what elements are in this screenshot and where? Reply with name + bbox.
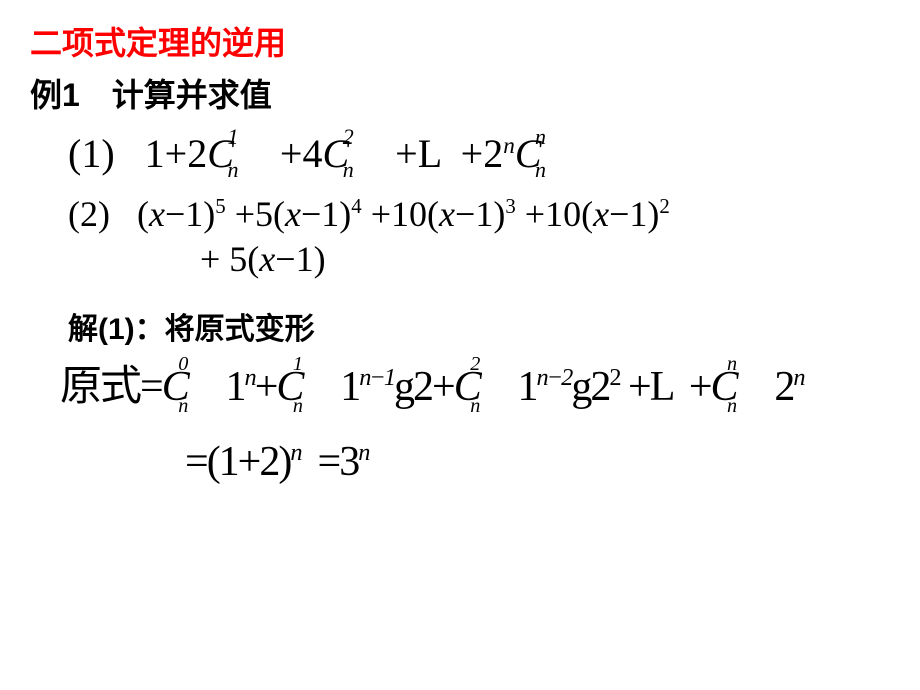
- solution-line-2: =(1+2)n =3n: [20, 431, 900, 494]
- coef-4: 4: [302, 131, 322, 176]
- exp-nm2: n−2: [537, 364, 572, 391]
- example-heading: 例1 计算并求值: [20, 70, 900, 116]
- one-a: 1: [226, 364, 245, 410]
- exp-n-c: n: [290, 439, 300, 466]
- solution-line-1: 原式=C0n1n+C1n1n−1g2+C2n1n−2g22 +L +Cnn2n: [20, 356, 900, 419]
- section-title: 二项式定理的逆用: [20, 18, 900, 64]
- var-x-5: x: [259, 239, 275, 279]
- plus-s3: +: [628, 364, 650, 410]
- binom-c-1: C1n: [207, 126, 234, 182]
- var-x-3: x: [439, 194, 455, 234]
- var-x-2: x: [285, 194, 301, 234]
- exp-5: 5: [215, 194, 225, 218]
- binom-s-1: C1n: [276, 356, 302, 419]
- var-x-1: x: [149, 194, 165, 234]
- problem-2-line-2: + 5(x−1): [20, 237, 900, 282]
- plus-a: +: [235, 194, 255, 234]
- line2-prefix: + 5(: [200, 239, 259, 279]
- exp-3: 3: [505, 194, 515, 218]
- three: 3: [339, 439, 358, 485]
- plus-s2: +: [432, 364, 454, 410]
- two-c: 2: [774, 364, 793, 410]
- problem-1: (1) 1+2C1n +4C2n +L +2nCnn: [20, 126, 900, 182]
- plus-b: +: [371, 194, 391, 234]
- binom-c-2: C2n: [322, 126, 349, 182]
- exp-nm1: n−1: [359, 364, 394, 391]
- paren-open-1: (: [137, 194, 149, 234]
- original-expr-label: 原式: [60, 364, 140, 410]
- two-a: 2: [413, 364, 432, 410]
- exp-sq: 2: [609, 364, 619, 391]
- plus-s4: +: [689, 364, 711, 410]
- var-x-4: x: [593, 194, 609, 234]
- binom-c-n: Cnn: [515, 126, 542, 182]
- exp-4: 4: [351, 194, 361, 218]
- plus-s1: +: [255, 364, 277, 410]
- problem-2-label: (2): [68, 194, 110, 234]
- binom-s-0: C0n: [162, 356, 188, 419]
- exp-n-d: n: [358, 439, 368, 466]
- coef10a-open: 10(: [391, 194, 439, 234]
- solution-heading: 解(1)：将原式变形: [20, 304, 900, 348]
- eq-3: =: [318, 439, 340, 485]
- plus-3: +: [395, 131, 418, 176]
- g-1: g: [394, 364, 413, 410]
- plus-2: +: [280, 131, 303, 176]
- one-c: 1: [518, 364, 537, 410]
- minus1-close-4: −1): [609, 194, 659, 234]
- coef5-open: 5(: [255, 194, 285, 234]
- ellipsis-L: L: [418, 131, 441, 176]
- eq-1: =: [140, 364, 162, 410]
- plus-4: +: [461, 131, 484, 176]
- problem-1-label: (1): [68, 131, 115, 176]
- problem-2-line-1: (2) (x−1)5 +5(x−1)4 +10(x−1)3 +10(x−1)2: [20, 192, 900, 237]
- minus1-close-3: −1): [455, 194, 505, 234]
- term-1: 1: [145, 131, 165, 176]
- plus-c: +: [525, 194, 545, 234]
- minus1-close-1: −1): [165, 194, 215, 234]
- minus1-close-2: −1): [301, 194, 351, 234]
- one-plus-two: (1+2): [207, 439, 291, 485]
- exp-n-b: n: [793, 364, 803, 391]
- coef10b-open: 10(: [545, 194, 593, 234]
- one-b: 1: [340, 364, 359, 410]
- binom-s-n: Cnn: [711, 356, 737, 419]
- exp-n-a: n: [245, 364, 255, 391]
- plus-1: +: [165, 131, 188, 176]
- exp-n: n: [503, 133, 515, 159]
- coef-2: 2: [187, 131, 207, 176]
- two-b: 2: [590, 364, 609, 410]
- ellipsis-L-2: L: [650, 364, 672, 410]
- minus1-close-5: −1): [275, 239, 325, 279]
- exp-2: 2: [659, 194, 669, 218]
- g-2: g: [571, 364, 590, 410]
- binom-s-2: C2n: [454, 356, 480, 419]
- base-2: 2: [483, 131, 503, 176]
- eq-2: =: [185, 439, 207, 485]
